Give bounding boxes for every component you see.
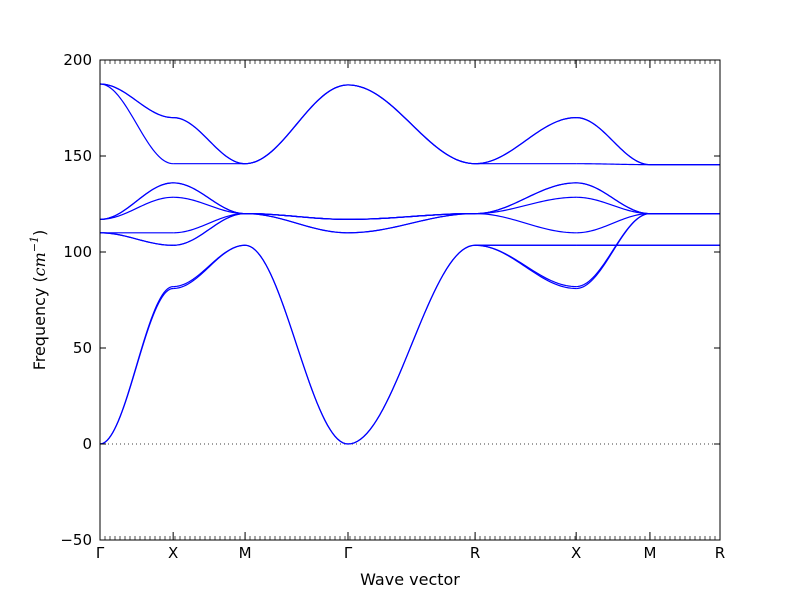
band-line-seg5-b7 (576, 182, 650, 215)
y-axis-label-text: Frequency ( (30, 276, 49, 370)
tick-labels-layer: −50 0 50 100 150 200 Γ X M Γ R X M R (60, 51, 725, 562)
band-line-seg2-b7 (245, 213, 349, 220)
band-line-seg5-b1 (576, 213, 650, 288)
band-line-seg4-b10 (475, 117, 577, 165)
band-line-seg1-b3 (173, 213, 246, 246)
band-line-seg5-b10 (576, 117, 650, 166)
band-line-seg1-b5 (173, 196, 246, 215)
y-axis-label: Frequency (cm−1) (28, 230, 49, 371)
band-line-seg4-b5 (475, 196, 577, 215)
band-line-seg0-b7 (99, 182, 174, 220)
y-tick-label: −50 (60, 531, 92, 549)
x-tick-label: Γ (96, 544, 105, 562)
band-line-seg3-b1 (347, 244, 476, 445)
band-line-seg5-b4 (576, 213, 650, 234)
band-line-seg4-b4 (475, 213, 577, 234)
band-line-seg2-b3 (245, 213, 349, 234)
bands-layer (99, 83, 720, 445)
band-line-seg1-b1 (173, 244, 246, 288)
y-tick-label: 200 (63, 51, 92, 69)
y-axis-label-unit: cm (30, 252, 49, 276)
band-line-seg2-b10 (245, 84, 349, 165)
band-line-seg3-b10 (347, 84, 476, 165)
y-axis-label-close: ) (30, 230, 49, 236)
x-tick-label: X (168, 544, 178, 562)
band-line-seg1-b4 (173, 213, 246, 234)
x-tick-label: Γ (344, 544, 353, 562)
y-tick-label: 50 (73, 339, 92, 357)
band-line-seg5-b5 (576, 196, 650, 215)
band-line-seg4-b1 (475, 244, 577, 288)
x-tick-label: M (643, 544, 656, 562)
ticks-layer (99, 59, 721, 541)
y-axis-label-exponent: −1 (28, 236, 41, 252)
x-tick-label: R (470, 544, 480, 562)
y-tick-label: 100 (63, 243, 92, 261)
x-tick-label: X (571, 544, 581, 562)
band-line-seg0-b8 (99, 83, 174, 165)
x-tick-label: R (715, 544, 725, 562)
band-line-seg5-b8 (576, 163, 650, 166)
plot-frame (99, 59, 721, 541)
x-tick-label: M (239, 544, 252, 562)
y-tick-label: 150 (63, 147, 92, 165)
band-line-seg0-b5 (99, 196, 174, 220)
band-line-seg0-b1 (99, 285, 174, 445)
band-line-seg1-b10 (173, 117, 246, 165)
band-line-seg4-b7 (475, 182, 577, 215)
band-line-seg3-b7 (347, 213, 476, 220)
x-axis-label: Wave vector (360, 570, 460, 589)
band-line-seg0-b10 (99, 83, 174, 119)
y-tick-label: 0 (82, 435, 92, 453)
band-line-seg3-b3 (347, 213, 476, 234)
band-line-seg0-b3 (99, 232, 174, 246)
band-line-seg2-b1 (245, 244, 349, 445)
band-line-seg1-b7 (173, 182, 246, 215)
